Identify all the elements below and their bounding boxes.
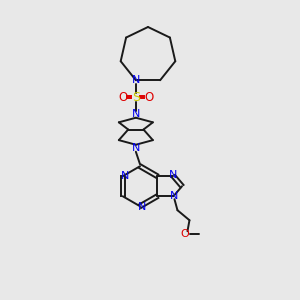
Text: O: O [180,229,189,239]
Text: N: N [138,202,146,212]
Text: S: S [132,91,140,104]
Text: N: N [132,143,140,153]
Text: N: N [132,75,140,85]
Text: N: N [132,109,140,119]
Text: N: N [169,170,178,180]
Text: N: N [170,191,179,201]
Text: O: O [144,91,154,104]
Text: N: N [121,171,129,181]
Text: O: O [118,91,128,104]
